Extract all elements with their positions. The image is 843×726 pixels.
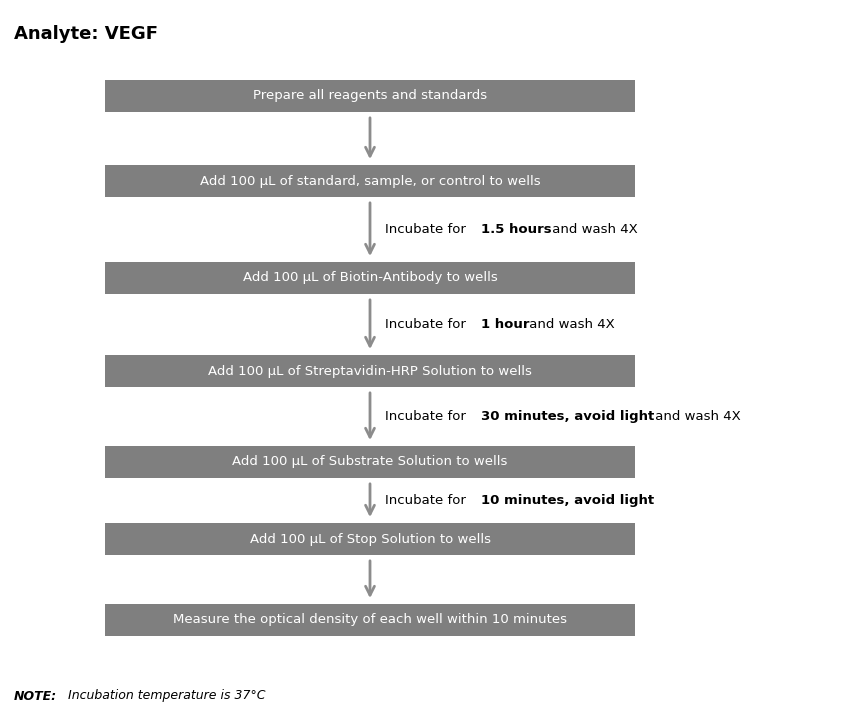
Text: Incubate for: Incubate for [385,410,470,423]
Bar [105,262,635,294]
Text: Add 100 μL of Stop Solution to wells: Add 100 μL of Stop Solution to wells [250,532,491,545]
Text: 1.5 hours: 1.5 hours [481,223,551,236]
Text: Incubation temperature is 37°C: Incubation temperature is 37°C [56,690,265,703]
Text: Add 100 μL of Substrate Solution to wells: Add 100 μL of Substrate Solution to well… [233,455,507,468]
Text: and wash 4X: and wash 4X [525,318,615,331]
Bar [105,604,635,636]
Text: Add 100 μL of Biotin-Antibody to wells: Add 100 μL of Biotin-Antibody to wells [243,272,497,285]
Text: and wash 4X: and wash 4X [548,223,637,236]
Bar [105,446,635,478]
Bar [105,165,635,197]
Text: Incubate for: Incubate for [385,223,470,236]
Text: 10 minutes, avoid light: 10 minutes, avoid light [481,494,654,507]
Text: Add 100 μL of standard, sample, or control to wells: Add 100 μL of standard, sample, or contr… [200,174,540,187]
Text: Add 100 μL of Streptavidin-HRP Solution to wells: Add 100 μL of Streptavidin-HRP Solution … [208,364,532,378]
Text: Incubate for: Incubate for [385,318,470,331]
Bar [105,523,635,555]
Text: NOTE:: NOTE: [14,690,57,703]
Text: Prepare all reagents and standards: Prepare all reagents and standards [253,89,487,102]
Text: 30 minutes, avoid light: 30 minutes, avoid light [481,410,654,423]
Text: Analyte: VEGF: Analyte: VEGF [14,25,158,43]
Bar [105,80,635,112]
Text: Measure the optical density of each well within 10 minutes: Measure the optical density of each well… [173,613,567,627]
Text: and wash 4X: and wash 4X [651,410,741,423]
Text: Incubate for: Incubate for [385,494,470,507]
Text: 1 hour: 1 hour [481,318,529,331]
Bar [105,355,635,387]
